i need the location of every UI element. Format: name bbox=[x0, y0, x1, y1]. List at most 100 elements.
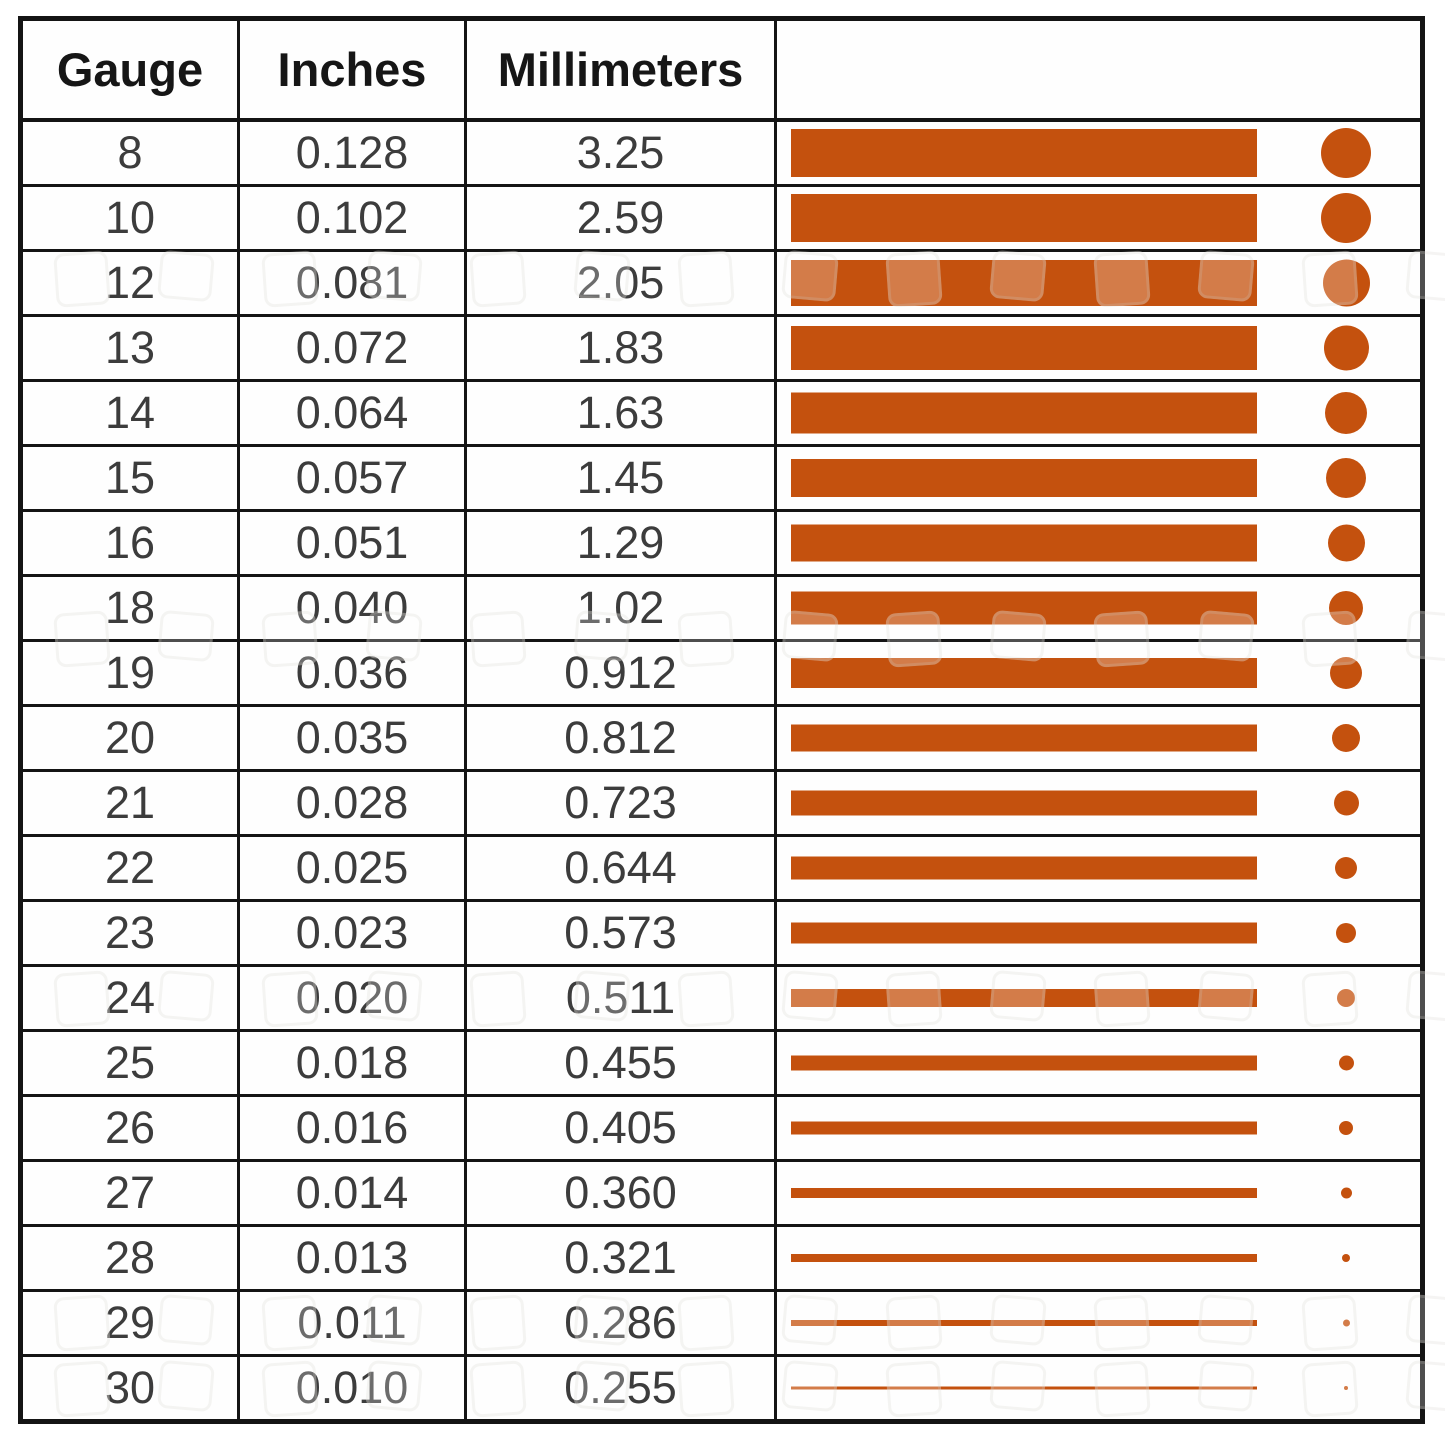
table-row: 14 0.064 1.63 bbox=[23, 379, 1420, 444]
inches-value: 0.102 bbox=[240, 187, 467, 249]
inches-value: 0.025 bbox=[240, 837, 467, 899]
wire-thickness-bar bbox=[791, 459, 1257, 497]
inches-value: 0.128 bbox=[240, 122, 467, 184]
millimeters-value: 3.25 bbox=[467, 122, 777, 184]
millimeters-value: 0.321 bbox=[467, 1227, 777, 1289]
gauge-value: 16 bbox=[23, 512, 240, 574]
wire-size-visual-cell bbox=[777, 642, 1420, 704]
wire-gauge-table: Gauge Inches Millimeters 8 0.128 3.25 10 0.1… bbox=[18, 16, 1425, 1424]
wire-thickness-bar bbox=[791, 524, 1257, 562]
millimeters-value: 2.59 bbox=[467, 187, 777, 249]
wire-diameter-dot bbox=[1327, 524, 1365, 562]
inches-value: 0.018 bbox=[240, 1032, 467, 1094]
table-row: 18 0.040 1.02 bbox=[23, 574, 1420, 639]
wire-diameter-dot bbox=[1337, 989, 1355, 1007]
millimeters-value: 0.573 bbox=[467, 902, 777, 964]
wire-thickness-bar bbox=[791, 591, 1257, 625]
header-millimeters: Millimeters bbox=[467, 21, 777, 118]
table-row: 22 0.025 0.644 bbox=[23, 834, 1420, 899]
millimeters-value: 0.255 bbox=[467, 1357, 777, 1419]
table-row: 21 0.028 0.723 bbox=[23, 769, 1420, 834]
table-row: 24 0.020 0.511 bbox=[23, 964, 1420, 1029]
inches-value: 0.036 bbox=[240, 642, 467, 704]
wire-diameter-dot bbox=[1344, 1386, 1348, 1390]
gauge-value: 23 bbox=[23, 902, 240, 964]
table-row: 29 0.011 0.286 bbox=[23, 1289, 1420, 1354]
table-row: 10 0.102 2.59 bbox=[23, 184, 1420, 249]
gauge-value: 21 bbox=[23, 772, 240, 834]
wire-thickness-bar bbox=[791, 194, 1257, 242]
wire-size-visual-cell bbox=[777, 967, 1420, 1029]
millimeters-value: 1.45 bbox=[467, 447, 777, 509]
wire-diameter-dot bbox=[1340, 1187, 1352, 1199]
wire-diameter-dot bbox=[1323, 325, 1369, 371]
wire-diameter-dot bbox=[1342, 1319, 1350, 1327]
wire-size-visual-cell bbox=[777, 902, 1420, 964]
millimeters-value: 0.455 bbox=[467, 1032, 777, 1094]
wire-size-visual-cell bbox=[777, 317, 1420, 379]
millimeters-value: 1.29 bbox=[467, 512, 777, 574]
wire-thickness-bar bbox=[791, 790, 1257, 816]
inches-value: 0.051 bbox=[240, 512, 467, 574]
inches-value: 0.040 bbox=[240, 577, 467, 639]
wire-size-visual-cell bbox=[777, 772, 1420, 834]
wire-size-visual-cell bbox=[777, 1097, 1420, 1159]
wire-size-visual-cell bbox=[777, 1227, 1420, 1289]
gauge-value: 19 bbox=[23, 642, 240, 704]
wire-size-visual-cell bbox=[777, 187, 1420, 249]
wire-thickness-bar bbox=[791, 129, 1257, 177]
inches-value: 0.013 bbox=[240, 1227, 467, 1289]
inches-value: 0.014 bbox=[240, 1162, 467, 1224]
wire-thickness-bar bbox=[791, 989, 1257, 1007]
gauge-value: 14 bbox=[23, 382, 240, 444]
millimeters-value: 0.286 bbox=[467, 1292, 777, 1354]
table-row: 27 0.014 0.360 bbox=[23, 1159, 1420, 1224]
millimeters-value: 0.723 bbox=[467, 772, 777, 834]
wire-thickness-bar bbox=[791, 724, 1257, 752]
table-row: 12 0.081 2.05 bbox=[23, 249, 1420, 314]
gauge-value: 22 bbox=[23, 837, 240, 899]
gauge-value: 20 bbox=[23, 707, 240, 769]
millimeters-value: 0.405 bbox=[467, 1097, 777, 1159]
gauge-value: 18 bbox=[23, 577, 240, 639]
inches-value: 0.011 bbox=[240, 1292, 467, 1354]
millimeters-value: 0.644 bbox=[467, 837, 777, 899]
inches-value: 0.028 bbox=[240, 772, 467, 834]
wire-diameter-dot bbox=[1325, 392, 1367, 434]
header-inches: Inches bbox=[240, 21, 467, 118]
gauge-value: 24 bbox=[23, 967, 240, 1029]
wire-thickness-bar bbox=[791, 1254, 1257, 1262]
wire-size-visual-cell bbox=[777, 1032, 1420, 1094]
wire-diameter-dot bbox=[1338, 1055, 1354, 1071]
table-row: 8 0.128 3.25 bbox=[23, 122, 1420, 184]
wire-thickness-bar bbox=[791, 1188, 1257, 1198]
inches-value: 0.016 bbox=[240, 1097, 467, 1159]
wire-size-visual-cell bbox=[777, 577, 1420, 639]
millimeters-value: 0.511 bbox=[467, 967, 777, 1029]
table-row: 26 0.016 0.405 bbox=[23, 1094, 1420, 1159]
wire-thickness-bar bbox=[791, 1386, 1257, 1390]
wire-thickness-bar bbox=[791, 658, 1257, 688]
wire-size-visual-cell bbox=[777, 1292, 1420, 1354]
wire-diameter-dot bbox=[1335, 857, 1357, 879]
table-row: 20 0.035 0.812 bbox=[23, 704, 1420, 769]
inches-value: 0.023 bbox=[240, 902, 467, 964]
wire-diameter-dot bbox=[1321, 128, 1371, 178]
millimeters-value: 0.912 bbox=[467, 642, 777, 704]
millimeters-value: 0.360 bbox=[467, 1162, 777, 1224]
table-row: 30 0.010 0.255 bbox=[23, 1354, 1420, 1419]
wire-thickness-bar bbox=[791, 1121, 1257, 1135]
gauge-value: 13 bbox=[23, 317, 240, 379]
wire-diameter-dot bbox=[1330, 657, 1362, 689]
wire-diameter-dot bbox=[1342, 1254, 1350, 1262]
table-row: 28 0.013 0.321 bbox=[23, 1224, 1420, 1289]
inches-value: 0.081 bbox=[240, 252, 467, 314]
wire-size-visual-cell bbox=[777, 512, 1420, 574]
wire-thickness-bar bbox=[791, 392, 1257, 434]
wire-diameter-dot bbox=[1329, 591, 1363, 625]
header-gauge: Gauge bbox=[23, 21, 240, 118]
gauge-value: 15 bbox=[23, 447, 240, 509]
wire-diameter-dot bbox=[1321, 193, 1371, 243]
wire-size-visual-cell bbox=[777, 837, 1420, 899]
gauge-value: 28 bbox=[23, 1227, 240, 1289]
